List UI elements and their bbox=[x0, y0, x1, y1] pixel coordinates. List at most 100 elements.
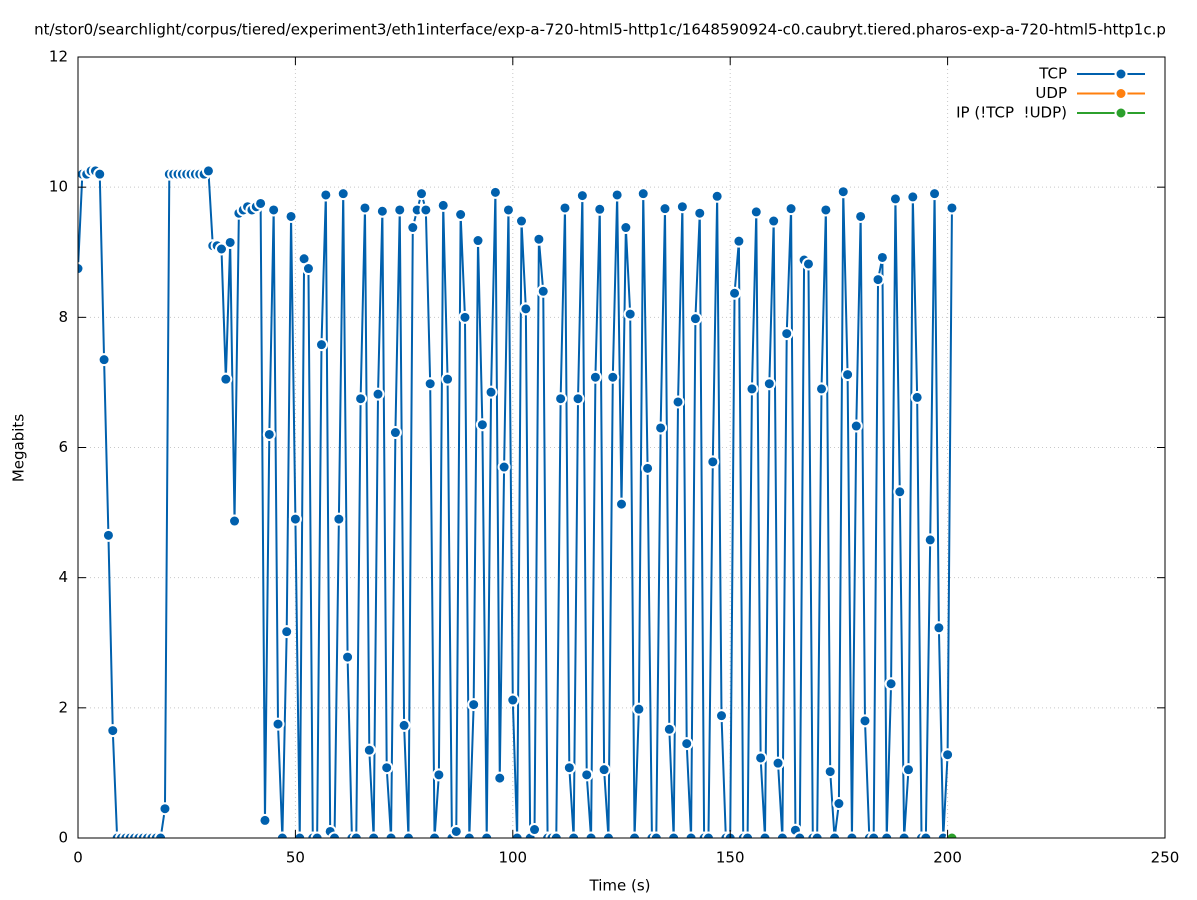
data-point bbox=[406, 221, 420, 235]
data-point bbox=[423, 377, 437, 391]
data-point bbox=[267, 203, 281, 217]
y-tick-label: 10 bbox=[49, 178, 68, 196]
data-point bbox=[436, 198, 450, 212]
y-tick-label: 6 bbox=[58, 438, 68, 456]
data-point bbox=[688, 312, 702, 326]
data-point bbox=[293, 831, 307, 838]
data-point bbox=[854, 209, 868, 223]
data-point bbox=[849, 419, 863, 433]
data-point bbox=[275, 831, 289, 838]
data-point bbox=[741, 831, 755, 838]
data-point bbox=[597, 763, 611, 777]
data-point bbox=[923, 533, 937, 547]
data-point bbox=[401, 831, 415, 838]
data-point bbox=[932, 621, 946, 635]
data-point bbox=[467, 698, 481, 712]
data-point bbox=[506, 693, 520, 707]
y-axis-label: Megabits bbox=[10, 414, 28, 482]
data-point bbox=[310, 831, 324, 838]
legend-marker bbox=[1114, 106, 1128, 120]
legend-marker bbox=[1114, 67, 1128, 81]
y-tick-label: 12 bbox=[49, 48, 68, 66]
data-point bbox=[428, 831, 442, 838]
data-point bbox=[558, 201, 572, 215]
data-point bbox=[488, 185, 502, 199]
data-point bbox=[536, 284, 550, 298]
data-point bbox=[580, 768, 594, 782]
data-point bbox=[462, 831, 476, 838]
x-tick-label: 200 bbox=[933, 849, 962, 867]
data-point bbox=[254, 196, 268, 210]
data-point bbox=[271, 717, 285, 731]
data-point bbox=[893, 485, 907, 499]
data-point bbox=[258, 813, 272, 827]
data-point bbox=[78, 262, 85, 276]
data-point bbox=[484, 385, 498, 399]
data-point bbox=[706, 455, 720, 469]
data-point bbox=[828, 831, 842, 838]
data-point bbox=[710, 189, 724, 203]
data-point bbox=[319, 188, 333, 202]
data-point bbox=[888, 192, 902, 206]
data-point bbox=[371, 387, 385, 401]
data-point bbox=[632, 702, 646, 716]
data-point bbox=[554, 392, 568, 406]
data-point bbox=[532, 232, 546, 246]
data-point bbox=[701, 831, 715, 838]
legend-label: TCP bbox=[1038, 65, 1067, 83]
data-point bbox=[154, 831, 168, 838]
data-point bbox=[858, 714, 872, 728]
data-point bbox=[314, 338, 328, 352]
data-point bbox=[641, 461, 655, 475]
data-point bbox=[667, 831, 681, 838]
data-point bbox=[519, 302, 533, 316]
data-point bbox=[97, 353, 111, 367]
data-point bbox=[680, 737, 694, 751]
data-point bbox=[610, 188, 624, 202]
data-point bbox=[836, 185, 850, 199]
data-point bbox=[845, 831, 859, 838]
data-point bbox=[780, 327, 794, 341]
data-point bbox=[819, 203, 833, 217]
data-point bbox=[588, 370, 602, 384]
data-point bbox=[262, 427, 276, 441]
data-point bbox=[480, 831, 494, 838]
data-point bbox=[475, 418, 489, 432]
y-tick-label: 0 bbox=[58, 829, 68, 847]
data-point bbox=[354, 392, 368, 406]
data-point bbox=[101, 528, 115, 542]
data-point bbox=[375, 204, 389, 218]
data-point bbox=[732, 234, 746, 248]
data-point bbox=[336, 187, 350, 201]
data-point bbox=[636, 187, 650, 201]
data-point bbox=[214, 242, 228, 256]
x-tick-label: 250 bbox=[1151, 849, 1180, 867]
data-point bbox=[649, 831, 663, 838]
data-point bbox=[615, 497, 628, 511]
data-point bbox=[367, 831, 381, 838]
data-point bbox=[414, 187, 428, 201]
x-tick-label: 0 bbox=[73, 849, 83, 867]
data-point bbox=[841, 368, 855, 382]
data-point bbox=[223, 235, 237, 249]
legend-marker bbox=[1114, 87, 1128, 100]
data-point bbox=[380, 761, 394, 775]
data-point bbox=[562, 761, 576, 775]
data-point bbox=[593, 202, 607, 216]
data-point bbox=[106, 724, 120, 738]
data-point bbox=[758, 831, 772, 838]
data-point bbox=[684, 831, 698, 838]
data-point bbox=[349, 831, 363, 838]
data-point bbox=[497, 460, 511, 474]
data-point bbox=[662, 722, 676, 736]
data-point bbox=[419, 203, 433, 217]
data-point bbox=[728, 286, 742, 300]
data-point bbox=[910, 390, 924, 404]
data-point bbox=[441, 372, 455, 386]
series-line bbox=[78, 168, 953, 838]
data-point bbox=[919, 831, 933, 838]
data-point bbox=[601, 831, 615, 838]
data-point bbox=[715, 709, 729, 723]
data-point bbox=[549, 831, 563, 838]
